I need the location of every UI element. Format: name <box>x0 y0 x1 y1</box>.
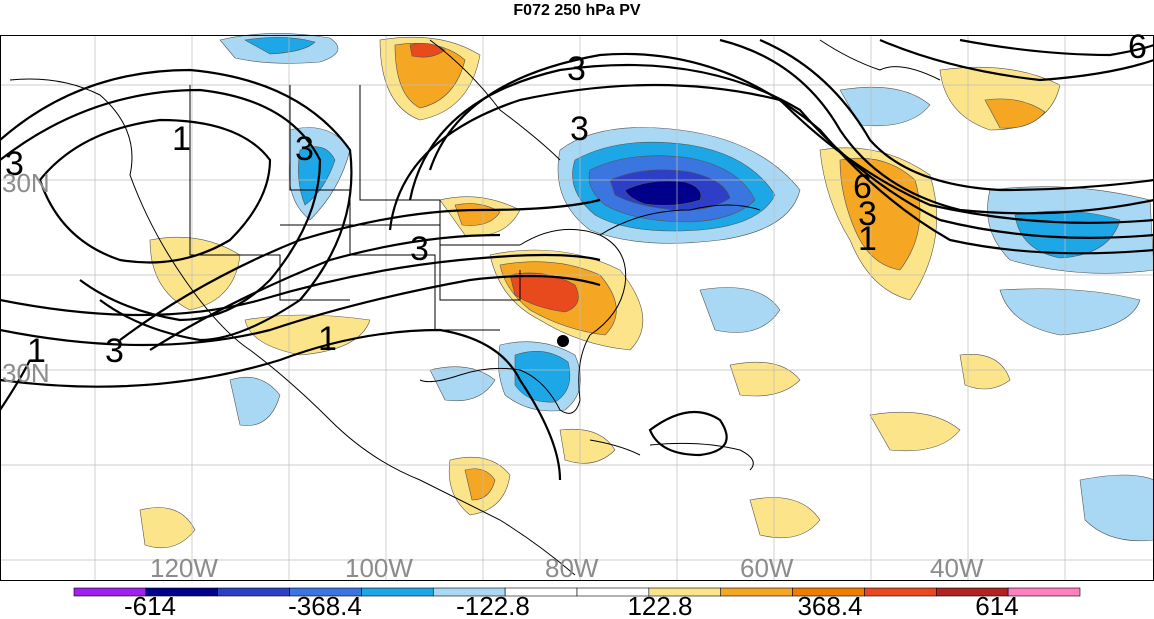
colorbar-swatch <box>1007 587 1081 597</box>
contour-label: 3 <box>570 110 589 148</box>
lat-label: 30N <box>2 168 50 198</box>
colorbar-label: 368.4 <box>797 591 862 619</box>
contour-labels: 3 3 3 3 1 3 3 1 1 6 3 1 6 <box>5 28 1147 370</box>
colorbar <box>73 587 1081 597</box>
contour-label: 3 <box>5 145 24 183</box>
station-dot-icon <box>557 335 569 347</box>
colorbar-swatch <box>864 587 937 597</box>
lon-label: 100W <box>345 553 413 583</box>
contour-label: 3 <box>858 195 877 233</box>
lon-label: 120W <box>150 553 218 583</box>
contour-label: 6 <box>1128 28 1147 66</box>
contour-label: 6 <box>853 168 872 206</box>
colorbar-label: 122.8 <box>627 591 692 619</box>
map-title: F072 250 hPa PV <box>513 2 641 19</box>
pv-contours <box>0 38 1154 481</box>
lon-label: 40W <box>930 553 984 583</box>
positive-pv-anomalies <box>139 36 1061 549</box>
colorbar-swatch <box>217 587 290 597</box>
contour-label: 1 <box>27 332 46 370</box>
lon-label: 60W <box>740 553 794 583</box>
colorbar-swatch <box>361 587 434 597</box>
contour-label: 3 <box>295 130 314 168</box>
lon-label: 80W <box>545 553 599 583</box>
colorbar-label: 614 <box>975 591 1018 619</box>
contour-label: 3 <box>567 50 586 88</box>
colorbar-label: -614 <box>124 591 176 619</box>
lat-label: 30N <box>2 358 50 388</box>
colorbar-labels: -614 -368.4 -122.8 122.8 368.4 614 <box>124 591 1019 619</box>
colorbar-label: -368.4 <box>288 591 362 619</box>
colorbar-swatch <box>720 587 793 597</box>
contour-label: 1 <box>172 120 191 158</box>
coastlines <box>9 39 941 576</box>
contour-label: 3 <box>105 332 124 370</box>
colorbar-label: -122.8 <box>456 591 530 619</box>
contour-label: 1 <box>858 220 877 258</box>
contour-label: 1 <box>318 320 337 358</box>
contour-label: 3 <box>410 230 429 268</box>
